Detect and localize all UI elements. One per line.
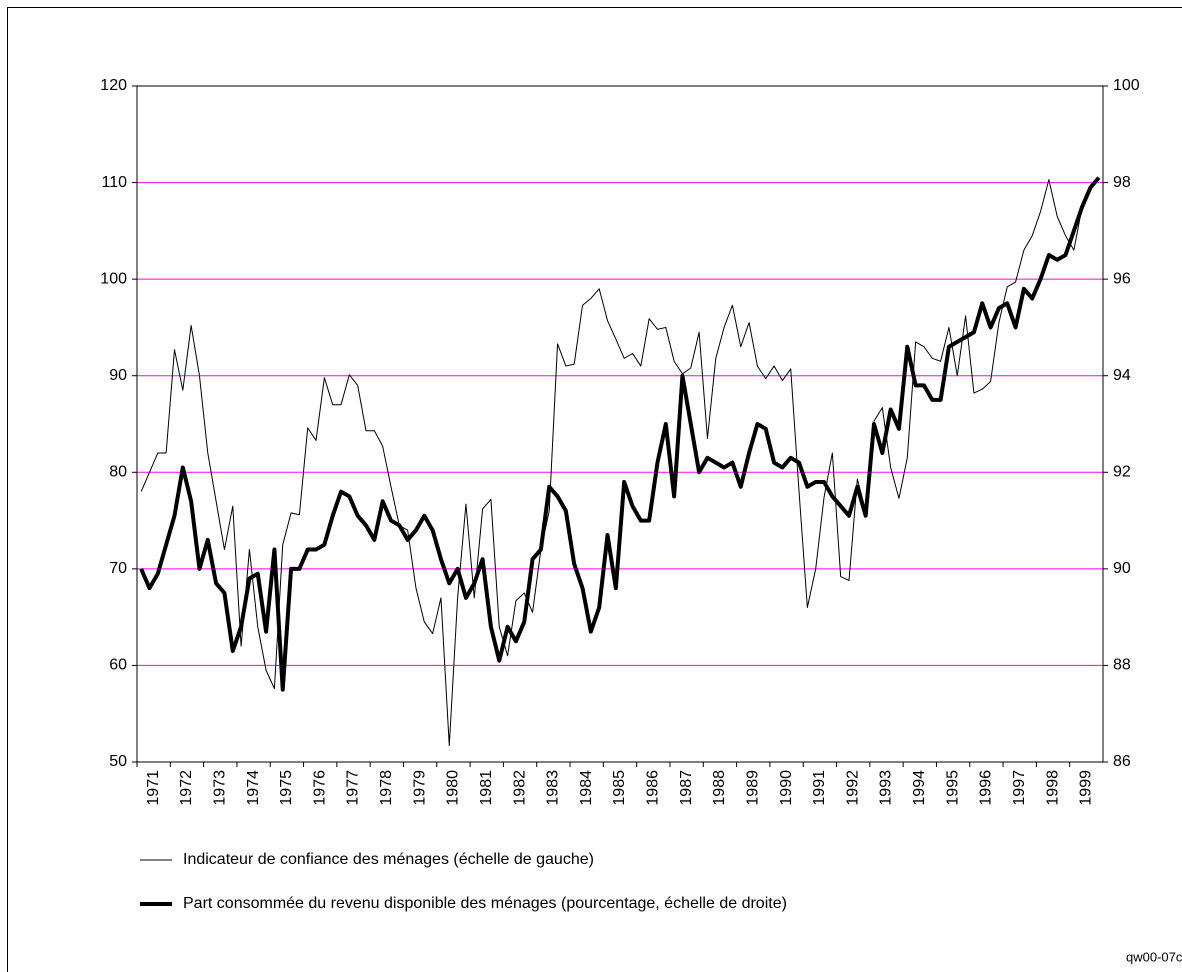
x-tick-label: 1988	[711, 770, 728, 806]
x-tick-label: 1972	[178, 770, 195, 806]
y2-tick-label: 88	[1113, 657, 1131, 674]
y-tick-label: 120	[100, 77, 127, 94]
y2-tick-label: 96	[1113, 270, 1131, 287]
x-tick-label: 1981	[478, 770, 495, 806]
x-tick-label: 1999	[1078, 770, 1095, 806]
y-tick-label: 80	[109, 464, 127, 481]
y2-tick-label: 94	[1113, 367, 1131, 384]
x-tick-label: 1978	[378, 770, 395, 806]
x-tick-label: 1990	[778, 770, 795, 806]
x-tick-label: 1995	[944, 770, 961, 806]
x-tick-label: 1983	[545, 770, 562, 806]
y-tick-label: 110	[101, 174, 127, 191]
x-tick-label: 1997	[1011, 770, 1028, 806]
plot-frame	[136, 85, 1104, 763]
series-line	[140, 179, 1083, 747]
x-tick-label: 1985	[611, 770, 628, 806]
x-tick-label: 1980	[445, 770, 462, 806]
y-tick-label: 100	[100, 270, 127, 287]
y2-tick-label: 100	[1113, 77, 1140, 94]
x-tick-label: 1993	[878, 770, 895, 806]
y2-tick-label: 98	[1113, 174, 1131, 191]
y-tick-label: 60	[109, 657, 127, 674]
x-tick-label: 1996	[978, 770, 995, 806]
x-tick-label: 1974	[245, 770, 262, 806]
y2-tick-label: 90	[1113, 560, 1131, 577]
x-tick-label: 1975	[278, 770, 295, 806]
y2-tick-label: 86	[1113, 753, 1131, 770]
frame	[7, 7, 1182, 972]
x-tick-label: 1991	[811, 770, 828, 806]
legend-label: Indicateur de confiance des ménages (éch…	[183, 851, 594, 868]
x-tick-label: 1971	[145, 770, 162, 806]
x-tick-label: 1977	[345, 770, 362, 806]
x-tick-label: 1976	[311, 770, 328, 806]
legend-label: Part consommée du revenu disponible des …	[183, 895, 787, 912]
y-tick-label: 90	[109, 367, 127, 384]
footnote: qw00-07c	[1126, 949, 1182, 964]
y2-tick-label: 92	[1113, 464, 1131, 481]
y-tick-label: 50	[109, 753, 127, 770]
x-tick-label: 1986	[645, 770, 662, 806]
y-tick-label: 70	[109, 560, 127, 577]
x-tick-label: 1982	[511, 770, 528, 806]
x-tick-label: 1989	[744, 770, 761, 806]
x-tick-label: 1979	[411, 770, 428, 806]
x-tick-label: 1992	[844, 770, 861, 806]
x-tick-label: 1973	[211, 770, 228, 806]
x-tick-label: 1987	[678, 770, 695, 806]
x-tick-label: 1994	[911, 770, 928, 806]
x-tick-label: 1984	[578, 770, 595, 806]
series-line	[139, 176, 1101, 692]
x-tick-label: 1998	[1044, 770, 1061, 806]
